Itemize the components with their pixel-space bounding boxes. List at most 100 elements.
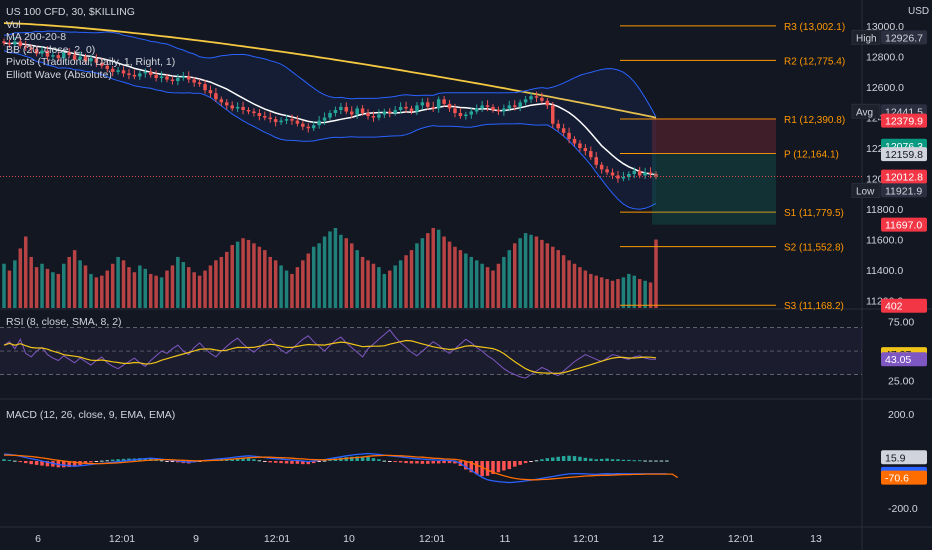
candle-body <box>578 143 582 149</box>
volume-bar <box>7 270 12 308</box>
macd-histogram-bar <box>474 461 479 475</box>
candle-body <box>561 128 566 133</box>
legend-elliott[interactable]: Elliott Wave (Absolute) <box>6 68 112 81</box>
candle-body <box>110 68 115 72</box>
macd-histogram-bar <box>72 461 77 467</box>
macd-histogram-bar <box>159 460 164 462</box>
macd-histogram-bar <box>404 461 408 464</box>
legend-symbol[interactable]: US 100 CFD, 30, $KILLING <box>6 6 135 18</box>
legend-ma[interactable]: MA 200-20-8 <box>6 31 67 44</box>
volume-bar <box>398 260 403 308</box>
volume-bar <box>186 267 191 308</box>
pivot-label: R1 (12,390.8) <box>784 115 845 126</box>
candle-body <box>404 106 408 109</box>
candle-body <box>317 120 321 126</box>
candle-body <box>72 55 77 60</box>
price-label-box <box>881 183 927 198</box>
macd-histogram-bar <box>567 455 571 461</box>
candle-body <box>518 102 522 107</box>
volume-bar <box>78 260 82 308</box>
volume-bar <box>621 277 626 308</box>
candle-body <box>78 56 82 60</box>
candle-body <box>344 106 349 112</box>
volume-bar <box>415 243 419 308</box>
volume-bar <box>431 228 435 308</box>
candle-body <box>18 41 23 46</box>
volume-bar <box>344 238 349 308</box>
macd-histogram-bar <box>502 461 506 471</box>
volume-bar <box>627 273 631 308</box>
volume-bar <box>51 272 55 308</box>
candle-body <box>219 99 224 103</box>
time-tick-label: 12 <box>652 533 664 545</box>
volume-bar <box>518 238 522 308</box>
legend-pivots[interactable]: Pivots (Traditional, Daily, 1, Right, 1) <box>6 56 176 69</box>
macd-label-box <box>881 470 927 485</box>
macd-histogram-bar <box>665 460 669 462</box>
macd-histogram-bar <box>589 458 593 461</box>
candle-body <box>333 109 338 114</box>
candle-body <box>7 42 12 45</box>
macd-histogram-bar <box>62 461 66 468</box>
volume-bar <box>523 233 528 308</box>
legend-volume[interactable]: Vol <box>6 18 21 31</box>
volume-bar <box>404 255 408 308</box>
volume-bar <box>589 273 593 308</box>
macd-histogram-bar <box>165 461 169 462</box>
candle-body <box>268 117 272 120</box>
volume-bar <box>311 246 316 308</box>
macd-histogram-bar <box>290 461 294 464</box>
volume-bar <box>322 236 327 308</box>
candle-body <box>594 157 598 165</box>
macd-histogram-bar <box>279 461 283 464</box>
macd-legend[interactable]: MACD (12, 26, close, 9, EMA, EMA) <box>6 409 176 421</box>
candle-body <box>29 47 33 50</box>
candle-body <box>366 113 370 117</box>
candle-body <box>355 108 359 115</box>
volume-bar <box>328 231 332 308</box>
candle-body <box>339 106 343 110</box>
candle-body <box>589 151 593 158</box>
macd-histogram-bar <box>18 461 23 463</box>
macd-histogram-bar <box>100 460 104 462</box>
volume-bar <box>154 275 158 308</box>
candle-body <box>485 105 490 107</box>
candle-body <box>181 76 186 78</box>
rsi-legend[interactable]: RSI (8, close, SMA, 8, 2) <box>6 316 122 328</box>
macd-histogram-bar <box>540 459 544 461</box>
volume-bar <box>507 250 512 308</box>
candle-body <box>442 99 446 104</box>
legend-bollinger[interactable]: BB (20, close, 2, 0) <box>6 43 96 56</box>
bollinger-band-line <box>3 30 657 118</box>
rsi-label-box <box>881 352 927 367</box>
candle-body <box>453 108 457 114</box>
candle-body <box>447 103 452 109</box>
volume-bar <box>485 267 490 308</box>
candle-body <box>534 96 539 98</box>
ma-200-line <box>3 22 657 119</box>
macd-histogram-bar <box>89 461 93 463</box>
candle-body <box>192 79 196 83</box>
candle-body <box>225 102 229 106</box>
candle-body <box>186 76 191 80</box>
price-label-text: 11921.9 <box>885 185 922 197</box>
candle-body <box>56 55 61 59</box>
price-label-box <box>881 217 927 232</box>
candle-body <box>540 97 544 101</box>
candle-body <box>132 74 137 77</box>
macd-histogram-bar <box>507 461 512 470</box>
volume-bar <box>545 243 550 308</box>
candle-body <box>230 105 234 109</box>
candle-body <box>371 116 376 118</box>
volume-bar <box>94 277 99 308</box>
axis-currency: USD <box>908 6 929 17</box>
volume-bar <box>409 250 414 308</box>
macd-histogram-bar <box>545 458 550 461</box>
macd-histogram-bar <box>268 461 272 463</box>
candle-body <box>469 111 474 115</box>
macd-histogram-bar <box>94 461 99 462</box>
volume-bar <box>599 277 604 308</box>
candle-body <box>246 109 251 112</box>
volume-bar <box>453 246 457 308</box>
